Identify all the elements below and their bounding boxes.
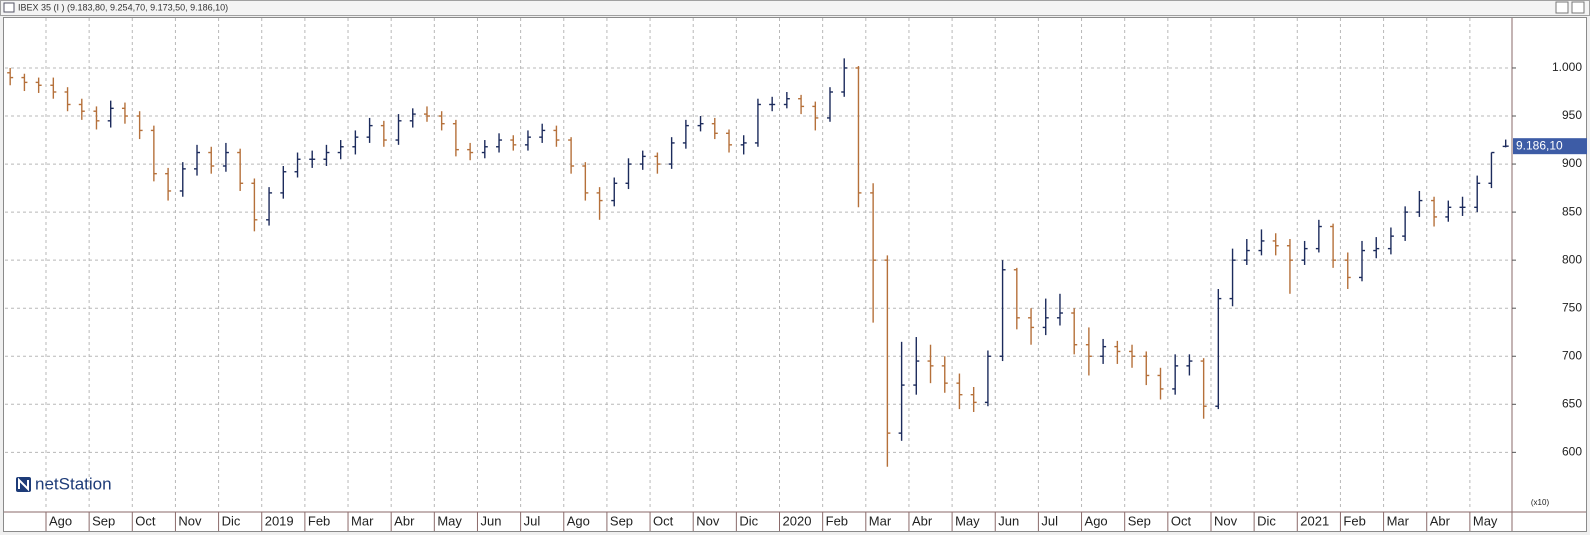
y-tick-label: 650: [1562, 396, 1582, 410]
y-tick-label: 950: [1562, 108, 1582, 122]
window-title: IBEX 35 (I ) (9.183,80, 9.254,70, 9.173,…: [18, 2, 228, 12]
logo: netStation: [16, 474, 112, 493]
x-tick-label: 2021: [1300, 513, 1329, 528]
y-tick-label: 600: [1562, 445, 1582, 459]
x-tick-label: Ago: [49, 513, 72, 528]
logo-text: netStation: [35, 474, 112, 493]
x-tick-label: Abr: [912, 513, 933, 528]
x-tick-label: Dic: [739, 513, 758, 528]
x-tick-label: Abr: [1430, 513, 1451, 528]
x-tick-label: Oct: [135, 513, 156, 528]
close-button[interactable]: [1571, 1, 1585, 14]
x-tick-label: Sep: [610, 513, 633, 528]
x-tick-label: May: [437, 513, 462, 528]
x-tick-label: Ago: [567, 513, 590, 528]
x-tick-label: Nov: [1214, 513, 1238, 528]
x-tick-label: Ago: [1085, 513, 1108, 528]
x-tick-label: Mar: [869, 513, 892, 528]
y-tick-label: 800: [1562, 252, 1582, 266]
chart-frame: [3, 17, 1587, 532]
x-tick-label: Sep: [92, 513, 115, 528]
x-tick-label: Feb: [1343, 513, 1365, 528]
y-tick-label: 900: [1562, 156, 1582, 170]
x-tick-label: Jul: [1041, 513, 1058, 528]
logo-mark: [18, 477, 29, 492]
x-tick-label: 2020: [783, 513, 812, 528]
x-tick-label: Jul: [524, 513, 541, 528]
x-tick-label: Abr: [394, 513, 415, 528]
x-tick-label: Mar: [351, 513, 374, 528]
y-tick-label: 850: [1562, 204, 1582, 218]
x-tick-label: 2019: [265, 513, 294, 528]
x-tick-label: Jun: [480, 513, 501, 528]
title-bar: [0, 0, 1590, 16]
x-tick-label: Sep: [1128, 513, 1151, 528]
y-tick-label: 700: [1562, 348, 1582, 362]
x-tick-label: Nov: [696, 513, 720, 528]
x-tick-label: Jun: [998, 513, 1019, 528]
y-tick-label: 750: [1562, 300, 1582, 314]
x-tick-label: Feb: [826, 513, 848, 528]
y-unit-label: (x10): [1531, 498, 1550, 507]
last-price-box: [1513, 138, 1587, 155]
x-tick-label: Oct: [1171, 513, 1192, 528]
x-tick-label: Mar: [1387, 513, 1410, 528]
x-tick-label: Dic: [1257, 513, 1276, 528]
x-tick-label: May: [1473, 513, 1498, 528]
last-price-label: 9.186,10: [1516, 138, 1563, 152]
x-tick-label: Feb: [308, 513, 330, 528]
y-tick-label: 1.000: [1552, 60, 1582, 74]
x-tick-label: Oct: [653, 513, 674, 528]
price-bars: [7, 58, 1509, 467]
restore-button[interactable]: [1555, 1, 1569, 14]
x-tick-label: Dic: [222, 513, 241, 528]
x-tick-label: Nov: [178, 513, 202, 528]
x-tick-label: May: [955, 513, 980, 528]
window-icon: [3, 2, 15, 13]
